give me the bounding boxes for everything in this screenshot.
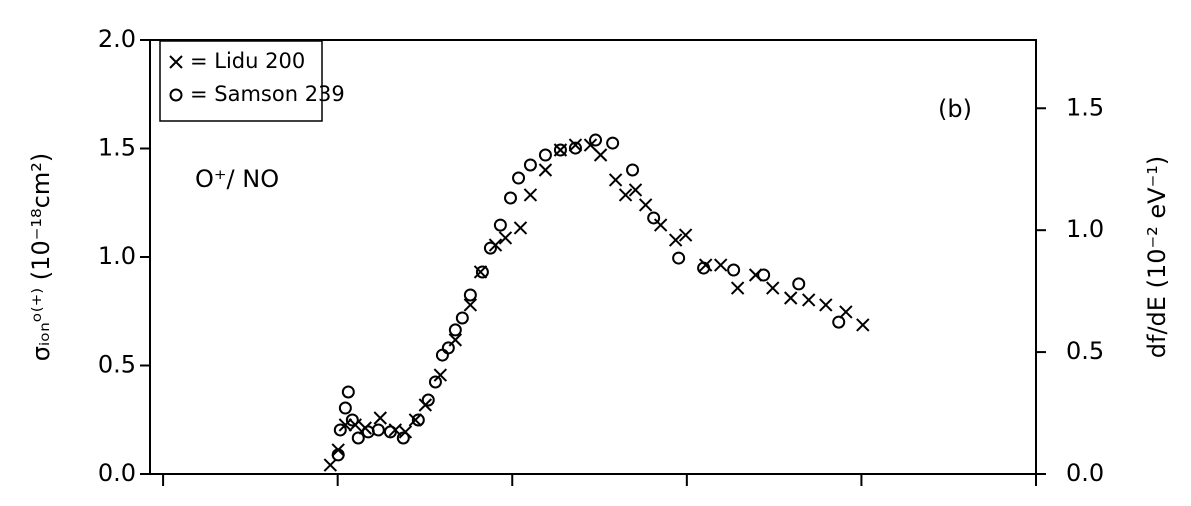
circle-point <box>606 136 620 150</box>
circle-point <box>383 425 397 439</box>
circle-point <box>757 268 771 282</box>
legend-label: = Lidu 200 <box>190 49 305 73</box>
cross-point <box>568 138 583 152</box>
cross-point <box>856 318 870 332</box>
circle-point <box>727 263 741 277</box>
cross-point <box>473 265 488 279</box>
cross-point <box>678 228 693 242</box>
cross-point <box>839 305 853 319</box>
circle-point <box>672 251 686 265</box>
y-tick-label: 0.0 <box>98 459 136 487</box>
circle-point <box>333 423 347 437</box>
legend-label: = Samson 239 <box>190 82 345 106</box>
cross-point <box>593 148 608 162</box>
cross-point <box>784 291 798 305</box>
y-tick-label: 2.0 <box>98 25 136 53</box>
y2-axis-label: df/dE (10⁻² eV⁻¹) <box>1143 156 1171 358</box>
circle-point <box>512 171 526 185</box>
circle-point <box>493 218 507 232</box>
circle-point <box>396 431 410 445</box>
circle-point <box>792 277 806 291</box>
cross-point <box>819 298 833 312</box>
legend-box <box>159 40 323 122</box>
cross-point <box>801 293 816 307</box>
circle-point <box>421 393 435 407</box>
circle-point <box>463 288 477 302</box>
cross-point <box>653 218 668 232</box>
circle-point <box>428 375 442 389</box>
circle-point <box>351 431 365 445</box>
cross-point <box>713 258 728 272</box>
circle-point <box>568 141 582 155</box>
cross-point <box>463 298 478 312</box>
cross-point <box>513 221 528 235</box>
cross-point <box>338 418 353 432</box>
circle-point <box>523 158 537 172</box>
y-axis-label: σᵢₒₙᵒ⁽⁺⁾ (10⁻¹⁸cm²) <box>27 153 55 361</box>
panel-label: (b) <box>938 95 972 123</box>
circle-point <box>475 265 489 279</box>
cross-point <box>323 458 338 472</box>
circle-point <box>435 348 449 362</box>
circle-point <box>441 341 455 355</box>
circle-point <box>626 163 640 177</box>
circle-point <box>338 401 352 415</box>
circle-point <box>455 311 469 325</box>
y-tick-label: 1.5 <box>98 134 136 162</box>
circle-point <box>697 261 711 275</box>
y2-tick-label: 1.0 <box>1066 215 1104 243</box>
cross-point <box>433 368 448 382</box>
circle-point <box>331 448 345 462</box>
legend-marker <box>169 55 183 69</box>
y2-tick-label: 0.5 <box>1066 337 1104 365</box>
cross-point <box>373 411 387 425</box>
cross-point <box>628 183 643 197</box>
circle-point <box>832 315 846 329</box>
circle-point <box>341 385 355 399</box>
cross-point <box>408 413 423 427</box>
y-tick-label: 0.5 <box>98 351 136 379</box>
cross-point <box>608 173 623 187</box>
circle-point <box>553 143 567 157</box>
circle-point <box>538 148 552 162</box>
cross-point <box>523 188 538 202</box>
circle-point <box>647 211 661 225</box>
circle-point <box>589 133 603 147</box>
cross-point <box>730 281 745 295</box>
cross-point <box>538 163 553 177</box>
circle-point <box>411 413 425 427</box>
y2-tick-label: 1.5 <box>1066 93 1104 121</box>
cross-point <box>618 188 633 202</box>
circle-point <box>371 423 385 437</box>
y-tick-label: 1.0 <box>98 242 136 270</box>
circle-point <box>504 191 518 205</box>
circle-point <box>483 241 497 255</box>
cross-point <box>766 281 780 295</box>
legend-marker <box>169 88 183 102</box>
cross-point <box>668 233 683 247</box>
cross-point <box>583 138 598 152</box>
annotation: O⁺/ NO <box>195 165 279 193</box>
circle-point <box>345 413 359 427</box>
cross-point <box>638 198 653 212</box>
circle-point <box>448 323 462 337</box>
cross-point <box>498 231 513 245</box>
y2-tick-label: 0.0 <box>1066 459 1104 487</box>
